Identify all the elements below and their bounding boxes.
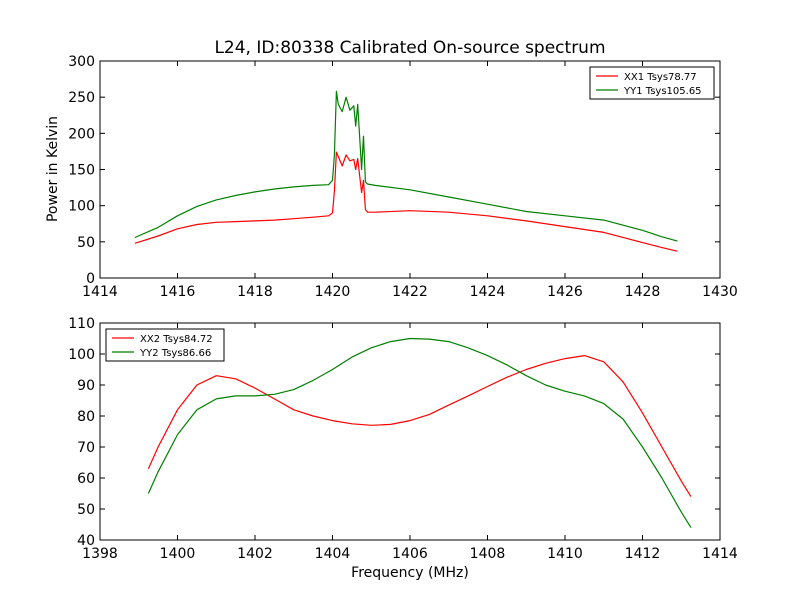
legend-box xyxy=(589,66,715,100)
x-tick-label: 1410 xyxy=(547,546,583,562)
y-tick-label: 60 xyxy=(77,471,95,487)
x-tick-label: 1398 xyxy=(82,546,118,562)
series-line-1-1 xyxy=(134,151,678,252)
series-line-2-2 xyxy=(147,337,692,528)
y-tick-label: 100 xyxy=(68,199,95,215)
y-tick-label: 100 xyxy=(68,347,95,363)
x-tick-label: 1412 xyxy=(625,546,661,562)
x-tick-label: 1420 xyxy=(315,284,351,300)
y-tick-label: 110 xyxy=(68,316,95,332)
y-tick-label: 70 xyxy=(77,440,95,456)
x-tick-label: 1418 xyxy=(237,284,273,300)
x-tick-label: 1426 xyxy=(547,284,583,300)
x-tick-label: 1430 xyxy=(702,284,738,300)
x-tick-label: 1428 xyxy=(625,284,661,300)
y-tick-label: 300 xyxy=(68,54,95,70)
legend-label: XX1 Tsys78.77 xyxy=(624,72,697,83)
y-tick-label: 50 xyxy=(77,502,95,518)
legend-label: YY2 Tsys86.66 xyxy=(139,348,211,359)
x-tick-label: 1414 xyxy=(82,284,118,300)
panel-1: 1414 1416 1418 1420 1422 1424 1426 1428 1430 0 50 1… xyxy=(68,54,738,300)
x-tick-label: 1404 xyxy=(315,546,351,562)
legend-box xyxy=(105,328,225,362)
x-tick-label: 1402 xyxy=(237,546,273,562)
y-tick-label: 250 xyxy=(68,90,95,106)
legend-2: XX2 Tsys84.72 YY2 Tsys86.66 xyxy=(105,328,225,362)
panel-2: 1398 1400 1402 1404 1406 1408 1410 1412 1414 40 50… xyxy=(68,316,738,562)
x-tick-label: 1408 xyxy=(470,546,506,562)
y-tick-label: 80 xyxy=(77,409,95,425)
x-tick-label: 1424 xyxy=(470,284,506,300)
x-tick-label: 1416 xyxy=(160,284,196,300)
y-tick-label: 40 xyxy=(77,533,95,549)
legend-label: XX2 Tsys84.72 xyxy=(140,334,213,345)
y-tick-label: 150 xyxy=(68,163,95,179)
y-tick-label: 200 xyxy=(68,126,95,142)
x-tick-label: 1406 xyxy=(392,546,428,562)
figure-title: L24, ID:80338 Calibrated On-source spect… xyxy=(214,38,605,58)
panels: 1414 1416 1418 1420 1422 1424 1426 1428 14300501… xyxy=(68,54,738,562)
y-tick-label: 0 xyxy=(86,271,95,287)
x-axis-label: Frequency (MHz) xyxy=(351,565,469,581)
x-tick-label: 1422 xyxy=(392,284,428,300)
legend-label: YY1 Tsys105.65 xyxy=(623,86,702,97)
series-line-2-1 xyxy=(147,355,692,497)
x-tick-label: 1414 xyxy=(702,546,738,562)
series-line-1-2 xyxy=(134,90,678,242)
legend-1: XX1 Tsys78.77 YY1 Tsys105.65 xyxy=(589,66,715,100)
x-tick-label: 1400 xyxy=(160,546,196,562)
y-axis-label: Power in Kelvin xyxy=(45,116,61,222)
y-tick-label: 50 xyxy=(77,235,95,251)
y-tick-label: 90 xyxy=(77,378,95,394)
